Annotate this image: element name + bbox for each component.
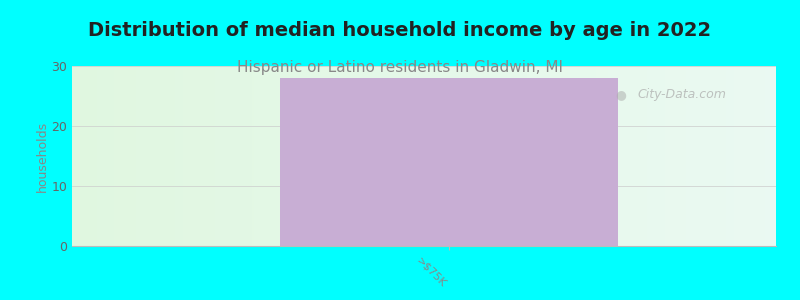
Bar: [280, 78, 618, 246]
Text: City-Data.com: City-Data.com: [638, 88, 726, 100]
Text: Distribution of median household income by age in 2022: Distribution of median household income …: [89, 21, 711, 40]
Text: ●: ●: [616, 88, 626, 100]
Text: Hispanic or Latino residents in Gladwin, MI: Hispanic or Latino residents in Gladwin,…: [237, 60, 563, 75]
Y-axis label: households: households: [35, 120, 49, 192]
